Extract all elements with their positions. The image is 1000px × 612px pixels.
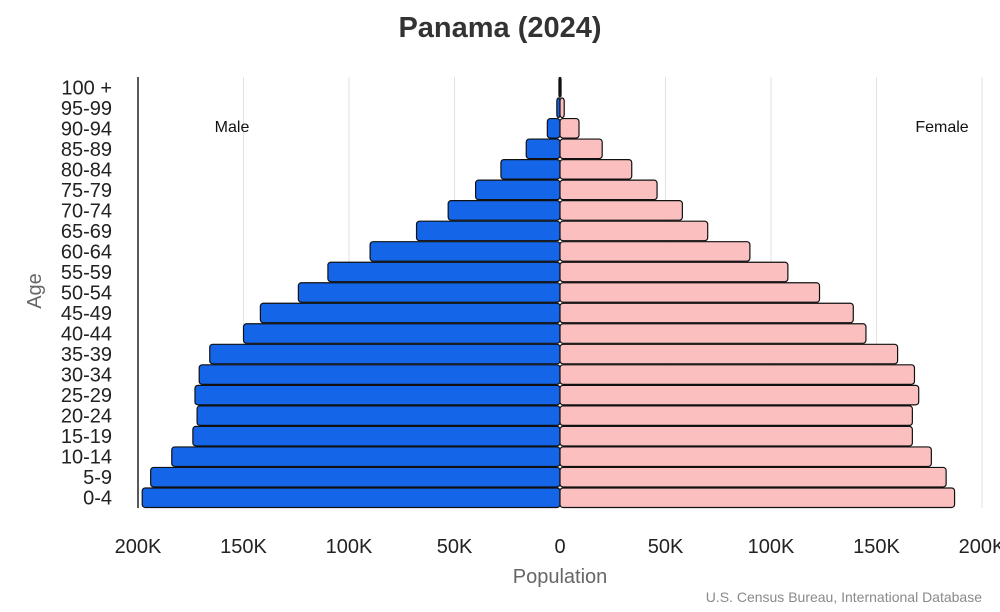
y-tick-label: 90-94 — [61, 118, 112, 140]
y-tick-label: 65-69 — [61, 221, 112, 243]
series-label-male: Male — [215, 119, 250, 136]
bar-male — [415, 220, 561, 242]
bar-male — [297, 282, 561, 303]
y-tick-label: 20-24 — [61, 406, 112, 428]
bar-male — [192, 425, 561, 447]
bar-male — [171, 446, 561, 468]
series-label-female: Female — [915, 119, 968, 136]
x-tick-label: 100K — [326, 536, 373, 558]
bar-male — [259, 302, 561, 324]
y-tick-label: 85-89 — [61, 139, 112, 161]
y-tick-label: 95-99 — [61, 98, 112, 120]
bar-female — [559, 179, 658, 201]
x-tick-label: 50K — [648, 536, 684, 558]
x-axis-label: Population — [513, 566, 608, 588]
y-tick-label: 10-14 — [61, 447, 112, 469]
bar-female — [559, 241, 751, 262]
bar-male — [150, 466, 561, 488]
y-tick-label: 35-39 — [61, 344, 112, 366]
bar-male — [500, 158, 561, 180]
y-axis-label: Age — [24, 273, 46, 309]
y-tick-label: 60-64 — [61, 241, 112, 263]
bar-female — [559, 200, 683, 221]
bar-female — [559, 97, 565, 119]
bar-male — [447, 200, 561, 221]
bar-female — [559, 446, 932, 468]
x-tick-label: 0 — [554, 536, 565, 558]
y-tick-label: 100 + — [61, 77, 112, 99]
y-tick-label: 30-34 — [61, 365, 112, 387]
x-tick-label: 150K — [853, 536, 900, 558]
bar-female — [559, 302, 854, 324]
bar-male — [525, 138, 561, 160]
x-tick-labels: 200K 150K 100K 50K 0 50K 100K 150K 200K — [115, 536, 1000, 558]
y-tick-label: 80-84 — [61, 159, 112, 181]
bar-female — [559, 466, 947, 488]
x-tick-label: 200K — [115, 536, 162, 558]
x-tick-label: 100K — [748, 536, 795, 558]
y-tick-label: 45-49 — [61, 303, 112, 325]
bar-male — [209, 343, 561, 365]
x-tick-label: 150K — [220, 536, 267, 558]
y-tick-label: 25-29 — [61, 385, 112, 407]
bar-female — [559, 261, 789, 283]
bar-male — [196, 405, 561, 427]
source-note: U.S. Census Bureau, International Databa… — [705, 589, 982, 605]
bars — [141, 76, 956, 509]
bar-male — [369, 241, 561, 262]
bar-female — [559, 76, 562, 98]
x-tick-label: 200K — [959, 536, 1000, 558]
bar-male — [475, 179, 561, 201]
y-tick-label: 0-4 — [83, 488, 112, 510]
bar-male — [242, 323, 561, 344]
bar-male — [327, 261, 561, 283]
bar-male — [194, 384, 561, 406]
bar-female — [559, 220, 709, 242]
bar-female — [559, 282, 821, 303]
bar-male — [546, 117, 561, 139]
bar-female — [559, 384, 920, 406]
chart-title: Panama (2024) — [398, 12, 602, 44]
y-tick-label: 55-59 — [61, 262, 112, 284]
bar-male — [141, 487, 561, 509]
bar-female — [559, 343, 899, 365]
bar-male — [198, 364, 561, 385]
bar-female — [559, 425, 913, 447]
y-tick-label: 40-44 — [61, 324, 112, 346]
bar-female — [559, 158, 633, 180]
bar-female — [559, 117, 580, 139]
bar-female — [559, 138, 603, 160]
y-tick-label: 50-54 — [61, 283, 112, 305]
y-tick-label: 15-19 — [61, 426, 112, 448]
bar-female — [559, 487, 956, 509]
bar-female — [559, 364, 916, 385]
y-tick-label: 75-79 — [61, 180, 112, 202]
bar-female — [559, 405, 913, 427]
y-tick-label: 70-74 — [61, 200, 112, 222]
x-tick-label: 50K — [437, 536, 473, 558]
y-tick-labels: 0-45-910-1415-1920-2425-2930-3435-3940-4… — [61, 77, 112, 509]
bar-female — [559, 323, 867, 344]
y-tick-label: 5-9 — [83, 467, 112, 489]
